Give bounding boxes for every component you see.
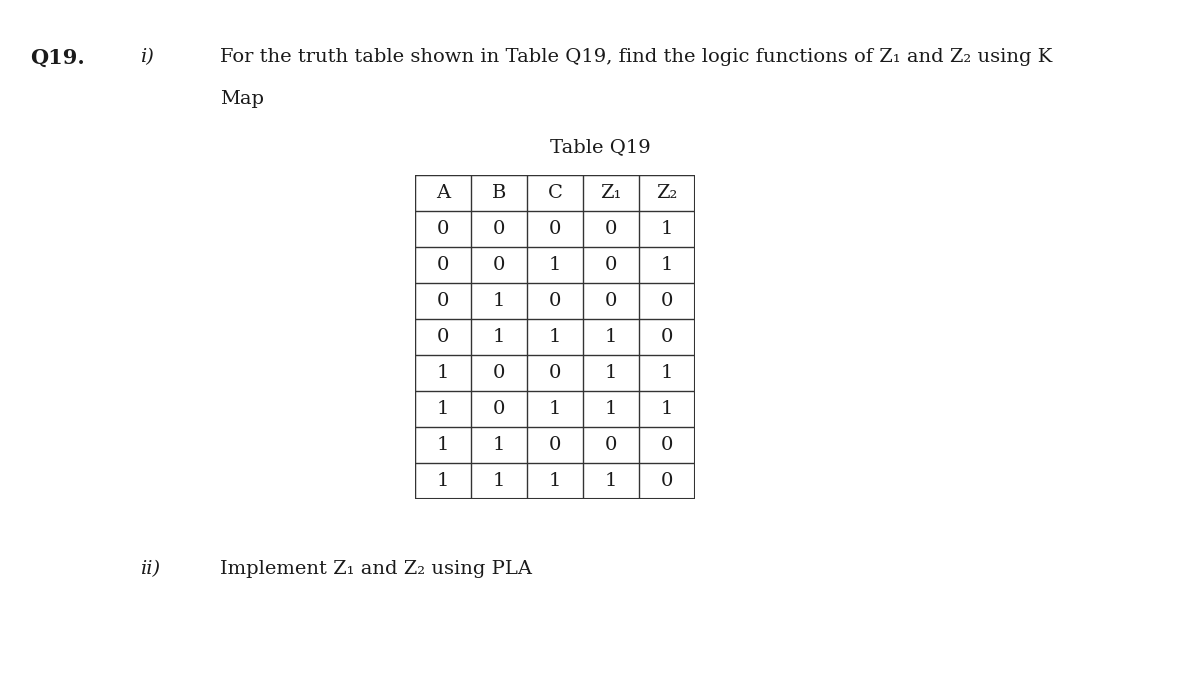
Text: 0: 0 xyxy=(437,328,449,346)
Text: 1: 1 xyxy=(605,328,617,346)
Text: 0: 0 xyxy=(605,436,617,454)
Text: 1: 1 xyxy=(548,400,562,418)
Text: 1: 1 xyxy=(605,472,617,490)
Text: 1: 1 xyxy=(548,256,562,274)
Text: 0: 0 xyxy=(437,220,449,238)
Text: 1: 1 xyxy=(661,364,673,382)
Text: Z₁: Z₁ xyxy=(600,184,622,202)
Text: 0: 0 xyxy=(493,220,505,238)
Text: 0: 0 xyxy=(437,256,449,274)
Text: 0: 0 xyxy=(548,364,562,382)
Text: 1: 1 xyxy=(661,400,673,418)
Text: 1: 1 xyxy=(493,472,505,490)
Text: 1: 1 xyxy=(437,436,449,454)
Text: 0: 0 xyxy=(661,436,673,454)
Text: Table Q19: Table Q19 xyxy=(550,138,650,156)
Text: Z₂: Z₂ xyxy=(656,184,678,202)
Text: B: B xyxy=(492,184,506,202)
Text: 0: 0 xyxy=(493,256,505,274)
Text: 1: 1 xyxy=(437,364,449,382)
Text: 0: 0 xyxy=(548,436,562,454)
Text: 0: 0 xyxy=(437,292,449,310)
Text: 1: 1 xyxy=(493,436,505,454)
Text: 1: 1 xyxy=(493,328,505,346)
Text: 1: 1 xyxy=(605,364,617,382)
Text: 1: 1 xyxy=(437,472,449,490)
Text: 0: 0 xyxy=(605,220,617,238)
Text: 1: 1 xyxy=(661,220,673,238)
Text: 0: 0 xyxy=(661,292,673,310)
Text: Q19.: Q19. xyxy=(30,48,85,68)
Text: A: A xyxy=(436,184,450,202)
Text: 1: 1 xyxy=(661,256,673,274)
Text: 0: 0 xyxy=(605,292,617,310)
Text: 0: 0 xyxy=(493,364,505,382)
Text: 1: 1 xyxy=(605,400,617,418)
Text: 0: 0 xyxy=(548,220,562,238)
Text: C: C xyxy=(547,184,563,202)
Text: 1: 1 xyxy=(437,400,449,418)
Text: Map: Map xyxy=(220,90,264,108)
Text: 1: 1 xyxy=(548,328,562,346)
Text: 1: 1 xyxy=(493,292,505,310)
Text: ii): ii) xyxy=(140,560,160,578)
Text: 0: 0 xyxy=(661,472,673,490)
Text: Implement Z₁ and Z₂ using PLA: Implement Z₁ and Z₂ using PLA xyxy=(220,560,532,578)
Text: i): i) xyxy=(140,48,154,66)
Text: 0: 0 xyxy=(548,292,562,310)
Text: 0: 0 xyxy=(661,328,673,346)
Text: For the truth table shown in Table Q19, find the logic functions of Z₁ and Z₂ us: For the truth table shown in Table Q19, … xyxy=(220,48,1052,66)
Text: 1: 1 xyxy=(548,472,562,490)
Text: 0: 0 xyxy=(605,256,617,274)
Text: 0: 0 xyxy=(493,400,505,418)
